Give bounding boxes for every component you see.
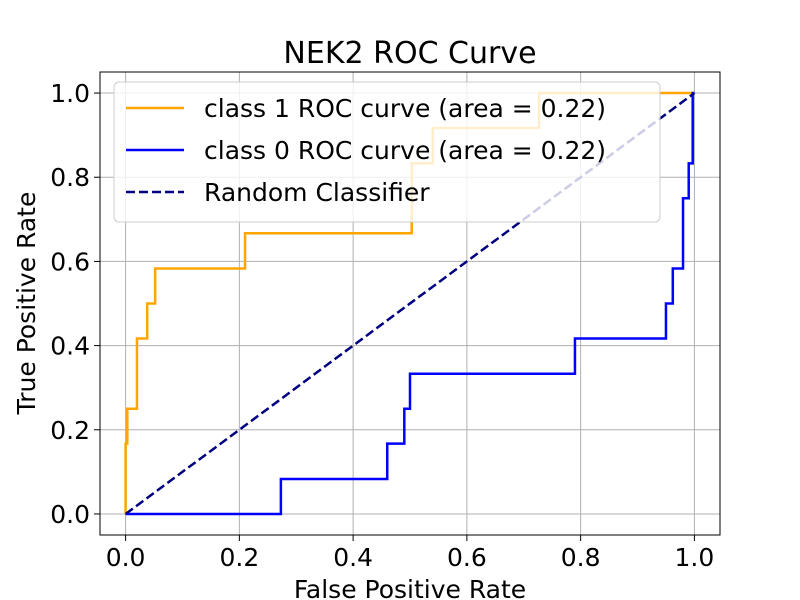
series-class-0-roc-curve <box>125 91 695 516</box>
legend-label: Random Classifier <box>204 178 430 207</box>
x-axis-label: False Positive Rate <box>294 575 526 600</box>
x-tick-label: 0.6 <box>447 543 487 572</box>
x-tick-label: 0.0 <box>106 543 146 572</box>
axis-ticks: 0.0 0.2 0.4 0.6 0.8 1.0 0.0 0.2 0.4 0.6 0.8 1.0 <box>50 79 714 572</box>
legend-label: class 0 ROC curve (area = 0.22) <box>204 136 606 165</box>
plot-frame <box>99 71 721 536</box>
x-tick-label: 0.4 <box>333 543 373 572</box>
x-tick-label: 0.2 <box>219 543 259 572</box>
legend-box <box>113 81 661 223</box>
y-tick-label: 0.8 <box>50 163 90 192</box>
y-tick-label: 0.2 <box>50 416 90 445</box>
y-tick-label: 0.6 <box>50 247 90 276</box>
x-tick-label: 1.0 <box>675 543 715 572</box>
legend: class 1 ROC curve (area = 0.22) class 0 R… <box>113 81 661 223</box>
x-tick-label: 0.8 <box>561 543 601 572</box>
y-tick-label: 0.0 <box>50 500 90 529</box>
legend-label: class 1 ROC curve (area = 0.22) <box>204 94 606 123</box>
chart-title: NEK2 ROC Curve <box>283 36 536 71</box>
y-tick-label: 0.4 <box>50 332 90 361</box>
y-tick-label: 1.0 <box>50 79 90 108</box>
y-axis-label: True Positive Rate <box>12 192 41 416</box>
